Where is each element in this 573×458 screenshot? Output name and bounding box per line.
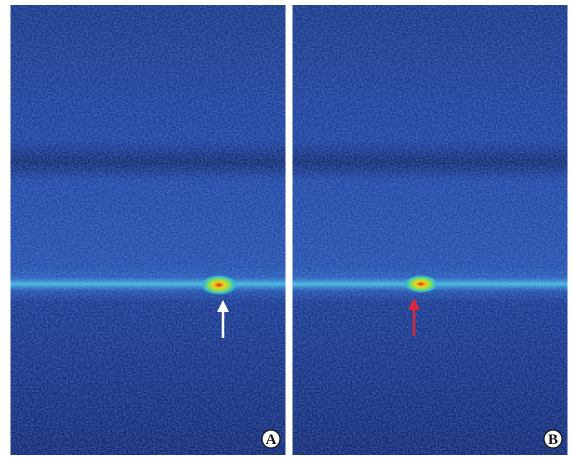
label-badge [543, 429, 563, 449]
hotspot [404, 275, 438, 293]
arrow [408, 298, 420, 336]
label-badge [261, 429, 281, 449]
panel-label: A [266, 432, 277, 448]
panel-label: B [548, 432, 558, 448]
hotspot [201, 275, 237, 295]
panel-a: A [11, 5, 286, 455]
arrow [217, 300, 229, 338]
panel-b: B [293, 5, 568, 455]
